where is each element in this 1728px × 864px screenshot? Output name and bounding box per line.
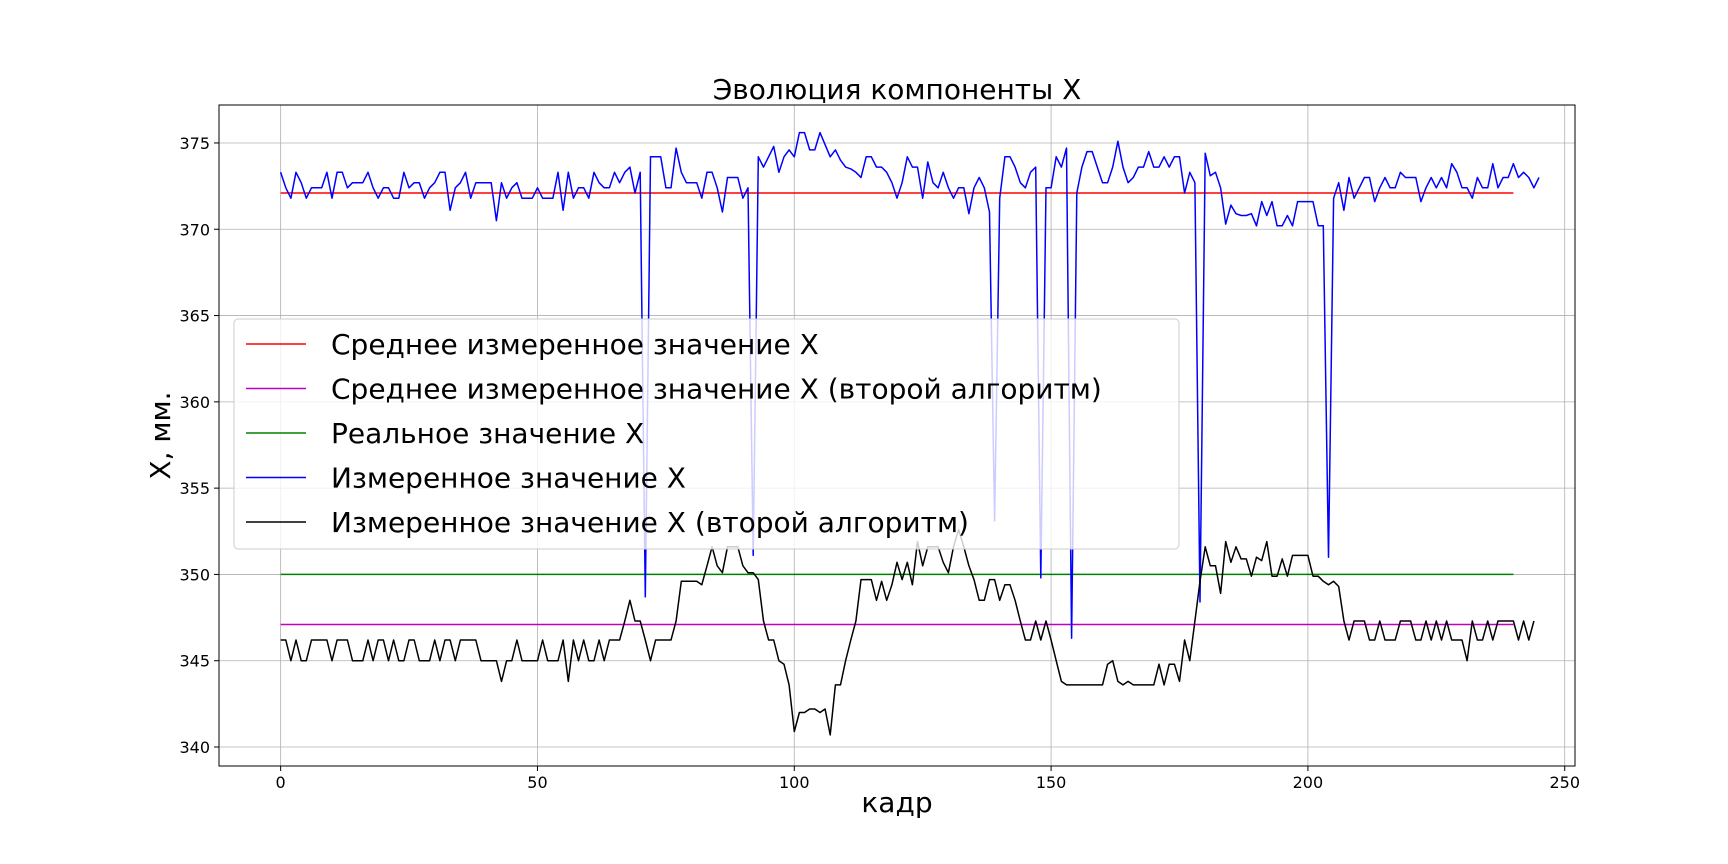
legend-label-4: Измеренное значение X [331, 462, 686, 495]
y-axis-label: X, мм. [144, 391, 177, 479]
y-tick-label: 350 [179, 565, 210, 584]
series-group [279, 131, 1540, 736]
y-tick-label: 340 [179, 738, 210, 757]
plot-frame [218, 104, 1576, 767]
y-tick-label: 345 [179, 652, 210, 671]
y-tick-label: 375 [179, 134, 210, 153]
axis-ticks: 0 50 100 150 200 250 340 345 350 355 360 365 370 375 [179, 134, 1580, 792]
legend-label-1: Среднее измеренное значение X [331, 328, 819, 361]
x-tick-label: 250 [1549, 773, 1580, 792]
x-tick-label: 100 [779, 773, 810, 792]
legend-label-5: Измеренное значение X (второй алгоритм) [331, 506, 969, 539]
legend: Среднее измеренное значение X Среднее изм… [233, 318, 1180, 550]
y-tick-label: 355 [179, 479, 210, 498]
y-tick-label: 370 [179, 220, 210, 239]
legend-label-2: Среднее измеренное значение X (второй ал… [331, 373, 1102, 406]
series-line-4 [279, 131, 1540, 640]
legend-label-3: Реальное значение X [331, 417, 644, 450]
series-line-5 [280, 528, 1535, 736]
y-tick-label: 365 [179, 307, 210, 326]
x-tick-label: 150 [1036, 773, 1067, 792]
x-tick-label: 0 [276, 773, 286, 792]
y-tick-label: 360 [179, 393, 210, 412]
legend-box [233, 318, 1180, 550]
x-tick-label: 50 [527, 773, 547, 792]
x-axis-label: кадр [861, 786, 932, 819]
chart-title: Эволюция компоненты X [713, 73, 1082, 106]
x-tick-label: 200 [1293, 773, 1324, 792]
